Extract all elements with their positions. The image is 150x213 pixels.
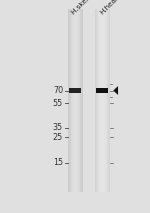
- Bar: [109, 9, 110, 192]
- Bar: [74, 9, 75, 192]
- Bar: [100, 9, 101, 192]
- Bar: [94, 9, 95, 192]
- Bar: [102, 9, 103, 192]
- Polygon shape: [113, 86, 118, 95]
- Bar: [106, 9, 107, 192]
- Bar: [71, 9, 72, 192]
- Bar: [79, 9, 80, 192]
- Bar: [103, 9, 104, 192]
- Text: H.skeletal muscle: H.skeletal muscle: [71, 0, 120, 16]
- Text: 35: 35: [53, 123, 63, 132]
- Text: 15: 15: [53, 158, 63, 167]
- Text: H.heart: H.heart: [99, 0, 122, 16]
- Bar: [77, 9, 78, 192]
- Bar: [99, 9, 100, 192]
- Bar: [78, 9, 79, 192]
- Bar: [75, 9, 76, 192]
- Bar: [70, 9, 71, 192]
- Bar: [76, 9, 77, 192]
- Bar: [97, 9, 98, 192]
- Bar: [73, 9, 74, 192]
- Bar: [72, 9, 73, 192]
- Bar: [98, 9, 99, 192]
- Bar: [95, 9, 96, 192]
- Bar: [103, 9, 104, 192]
- Bar: [101, 9, 102, 192]
- Bar: [107, 9, 108, 192]
- Bar: [69, 88, 81, 93]
- Bar: [69, 9, 70, 192]
- Bar: [96, 88, 108, 93]
- Bar: [108, 9, 109, 192]
- Bar: [96, 9, 97, 192]
- Bar: [104, 9, 105, 192]
- Text: 55: 55: [53, 99, 63, 108]
- Bar: [68, 9, 69, 192]
- Text: 25: 25: [53, 133, 63, 142]
- Bar: [105, 9, 106, 192]
- Bar: [80, 9, 81, 192]
- Text: 70: 70: [53, 86, 63, 95]
- Bar: [81, 9, 82, 192]
